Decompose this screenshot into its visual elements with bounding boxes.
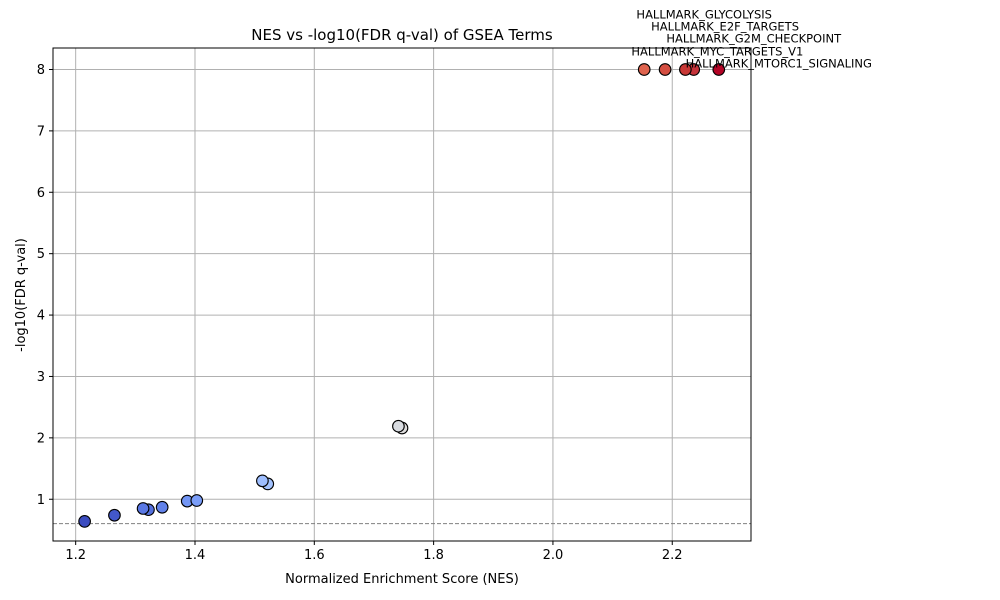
data-point (256, 474, 269, 488)
x-tick-label: 1.2 (65, 548, 86, 563)
data-point (637, 63, 651, 76)
y-tick-label: 5 (37, 247, 45, 262)
x-axis-label: Normalized Enrichment Score (NES) (285, 572, 519, 587)
y-tick-label: 8 (37, 63, 45, 78)
plot-frame (52, 47, 752, 542)
chart-title: NES vs -log10(FDR q-val) of GSEA Terms (251, 26, 553, 44)
point-annotation-label: HALLMARK_MTORC1_SIGNALING (686, 56, 872, 70)
point-annotation-label: HALLMARK_E2F_TARGETS (651, 19, 799, 33)
y-tick-label: 1 (37, 493, 45, 508)
y-tick-label: 2 (37, 431, 45, 446)
point-annotation-label: HALLMARK_G2M_CHECKPOINT (666, 31, 842, 45)
data-point (190, 494, 204, 507)
y-tick-label: 6 (37, 186, 45, 201)
data-point (712, 63, 726, 76)
y-axis-label: -log10(FDR q-val) (14, 238, 29, 352)
data-point (392, 419, 405, 433)
y-tick-label: 7 (37, 124, 45, 139)
x-tick-label: 1.4 (185, 548, 206, 563)
data-point (136, 502, 150, 515)
data-point (679, 63, 692, 76)
x-tick-label: 2.2 (662, 548, 683, 563)
point-annotation-label: HALLMARK_GLYCOLYSIS (636, 7, 772, 21)
grid-lines (53, 48, 751, 541)
x-tick-label: 1.6 (304, 548, 325, 563)
data-point (78, 515, 91, 528)
y-tick-label: 3 (37, 370, 45, 385)
y-tick-label: 4 (37, 309, 45, 324)
x-tick-label: 2.0 (543, 548, 564, 563)
data-point (658, 63, 672, 76)
y-axis-ticks: 1 2 3 4 5 6 7 8 (37, 63, 53, 508)
x-tick-label: 1.8 (423, 548, 444, 563)
x-axis-ticks: 1.2 1.4 1.6 1.8 2.0 2.2 (65, 541, 683, 563)
data-points (78, 63, 726, 528)
point-annotations: HALLMARK_GLYCOLYSISHALLMARK_E2F_TARGETSH… (631, 7, 872, 70)
data-point (108, 508, 121, 522)
point-annotation-label: HALLMARK_MYC_TARGETS_V1 (631, 44, 803, 58)
data-point (155, 500, 169, 514)
